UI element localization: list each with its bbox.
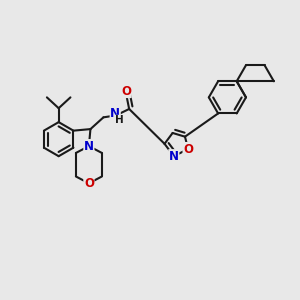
Text: H: H: [115, 115, 124, 125]
Text: N: N: [110, 107, 120, 120]
Text: O: O: [84, 177, 94, 190]
Text: N: N: [84, 140, 94, 153]
Text: O: O: [121, 85, 131, 98]
Text: O: O: [183, 142, 193, 156]
Text: N: N: [169, 150, 179, 163]
